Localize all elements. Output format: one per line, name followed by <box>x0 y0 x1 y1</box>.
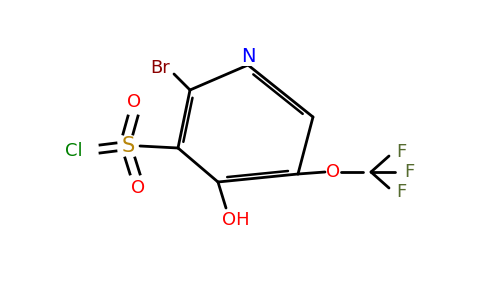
Text: O: O <box>326 163 340 181</box>
Text: OH: OH <box>222 211 250 229</box>
Text: N: N <box>241 46 255 65</box>
Text: S: S <box>121 136 135 156</box>
Text: O: O <box>127 93 141 111</box>
Text: F: F <box>396 183 406 201</box>
Text: F: F <box>396 143 406 161</box>
Text: O: O <box>131 179 145 197</box>
Text: F: F <box>404 163 414 181</box>
Text: Br: Br <box>150 59 170 77</box>
Text: Cl: Cl <box>65 142 83 160</box>
